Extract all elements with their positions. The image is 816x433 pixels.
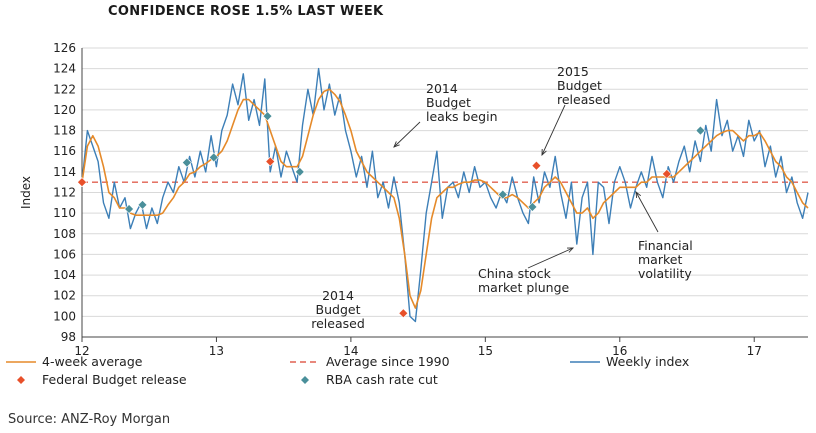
annotation-budget2015-line: Budget <box>557 78 602 93</box>
annotation-china-arrowhead <box>566 247 575 253</box>
annotation-fmv-arrowhead <box>635 190 641 199</box>
legend-label: RBA cash rate cut <box>326 372 438 387</box>
y-tick-label: 110 <box>53 206 76 220</box>
budget-release-marker <box>77 177 87 188</box>
legend-label: 4-week average <box>42 354 143 369</box>
y-tick-label: 112 <box>53 186 76 200</box>
y-tick-label: 126 <box>53 41 76 55</box>
annotation-budget2014-line: Budget <box>316 302 361 317</box>
legend: 4-week average Average since 1990 Weekly i… <box>6 354 689 387</box>
axes: 98 100 102 104 106 108 110 112 114 116 118 120 122 12… <box>19 41 808 358</box>
y-tick-label: 98 <box>61 330 76 344</box>
legend-swatch <box>301 376 309 384</box>
annotation-budget2014leaks-arrow <box>393 121 421 148</box>
rba-cut-marker <box>262 111 273 122</box>
y-tick-label: 104 <box>53 268 76 282</box>
y-tick-label: 100 <box>53 309 76 323</box>
x-tick-label: 16 <box>612 344 627 358</box>
legend-label: Weekly index <box>606 354 689 369</box>
annotation-fmv-line: market <box>638 252 682 267</box>
legend-label: Federal Budget release <box>42 372 187 387</box>
grid-lines <box>82 47 808 338</box>
y-tick-label: 120 <box>53 103 76 117</box>
annotation-china-line: China stock <box>478 266 552 281</box>
annotation-budget2014leaks-arrowhead <box>393 141 400 148</box>
source-note: Source: ANZ-Roy Morgan <box>8 412 171 427</box>
y-tick-label: 108 <box>53 227 76 241</box>
annotation-fmv-arrow <box>635 191 659 233</box>
y-tick-label: 118 <box>53 124 76 138</box>
four-week-average-line <box>81 88 809 309</box>
budget-release-marker <box>661 168 672 179</box>
y-tick-label: 106 <box>53 247 76 261</box>
x-tick-label: 15 <box>478 344 493 358</box>
x-tick-label: 17 <box>747 344 762 358</box>
chart-title: CONFIDENCE ROSE 1.5% LAST WEEK <box>108 4 384 19</box>
budget-release-marker <box>398 308 409 319</box>
series-lines <box>81 67 809 323</box>
budget-release-marker <box>265 156 276 167</box>
rba-cut-marker <box>294 166 305 177</box>
y-tick-label: 116 <box>53 144 76 158</box>
legend-swatch <box>17 376 25 384</box>
annotation-budget2015-arrow <box>541 104 566 156</box>
rba-cut-marker <box>137 199 148 210</box>
rba-cut-marker <box>695 125 706 136</box>
annotation-fmv-line: Financial <box>638 238 693 253</box>
annotation-china-arrow <box>527 247 574 269</box>
rba-cut-marker <box>527 202 538 212</box>
annotation-budget2015-arrowhead <box>541 148 547 157</box>
annotation-china-line: market plunge <box>478 280 570 295</box>
x-tick-label: 13 <box>209 344 224 358</box>
rba-cut-marker <box>181 157 192 168</box>
rba-cut-marker <box>124 204 134 214</box>
annotation-budget2014leaks-line: leaks begin <box>426 109 498 124</box>
legend-label: Average since 1990 <box>326 354 450 369</box>
annotation-budget2014leaks-line: 2014 <box>426 81 458 96</box>
annotation-budget2014-line: released <box>311 316 365 331</box>
rba-cut-marker <box>497 189 508 200</box>
y-tick-label: 122 <box>53 82 76 96</box>
x-tick-label: 12 <box>74 344 89 358</box>
marker-layer <box>77 111 706 319</box>
budget-release-marker <box>531 160 542 171</box>
y-tick-label: 102 <box>53 289 76 303</box>
chart-svg: 98 100 102 104 106 108 110 112 114 116 118 120 122 12… <box>6 41 809 387</box>
annotation-budget2015-line: 2015 <box>557 64 589 79</box>
annotation-budget2015-line: released <box>557 92 611 107</box>
y-tick-label: 124 <box>53 62 76 76</box>
y-tick-label: 114 <box>53 165 76 179</box>
rba-cut-marker <box>208 152 219 163</box>
annotation-budget2014-line: 2014 <box>322 288 354 303</box>
annotation-budget2014leaks-line: Budget <box>426 95 471 110</box>
y-axis-label: Index <box>19 176 33 209</box>
weekly-index-line <box>81 67 809 323</box>
x-tick-label: 14 <box>343 344 358 358</box>
annotation-fmv-line: volatility <box>638 266 692 281</box>
